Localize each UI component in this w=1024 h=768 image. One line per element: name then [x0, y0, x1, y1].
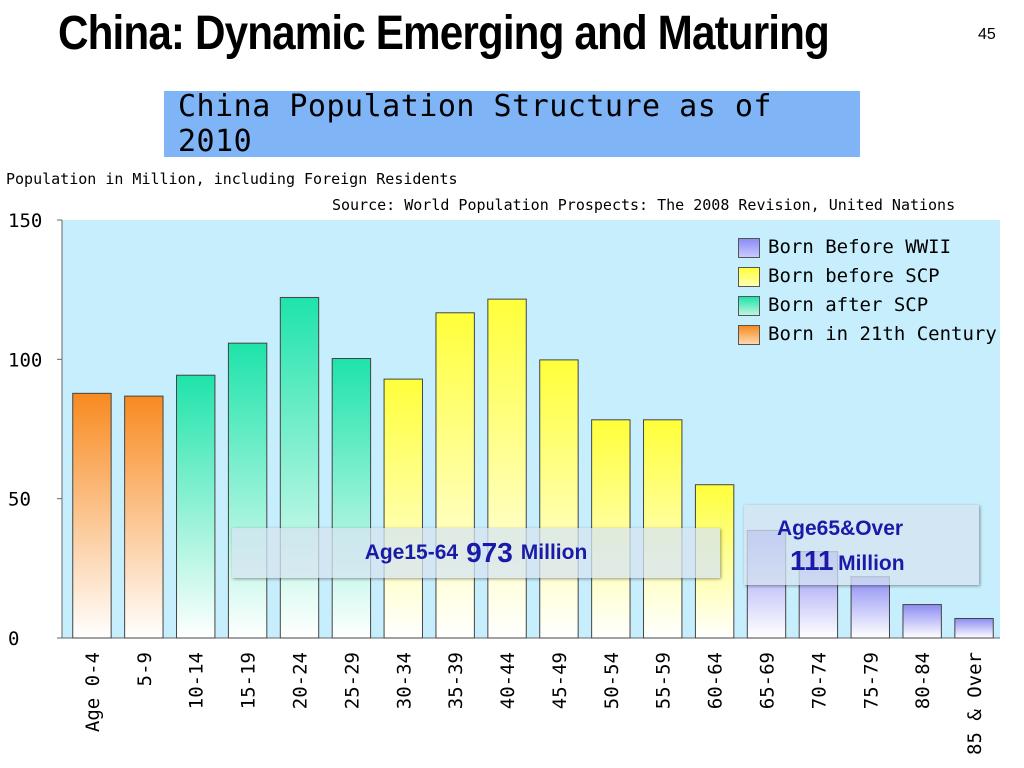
y-tick-label: 100 [8, 349, 42, 371]
legend-label-21th-century: Born in 21th Century [768, 323, 997, 345]
x-tick-label: 70-74 [808, 652, 830, 709]
annotation-working-unit: Million [520, 541, 588, 564]
x-tick-label: 60-64 [705, 652, 727, 709]
annotation-elderly-unit: Million [838, 552, 905, 575]
bar-40-44 [487, 298, 527, 639]
slide-title: China: Dynamic Emerging and Maturing [58, 7, 830, 60]
annotation-elderly-value: 111 [790, 545, 834, 576]
bar-10-14 [176, 374, 216, 639]
x-tick-label: 75-79 [860, 652, 882, 709]
x-tick-label: 55-59 [653, 652, 675, 709]
x-tick-label: 15-19 [238, 652, 260, 709]
x-tick-label: 40-44 [497, 652, 519, 709]
annotation-working-label: Age15-64 [364, 541, 459, 564]
annotation-elderly-amount: 111 Million [790, 545, 905, 577]
bar-5-9 [124, 395, 164, 639]
y-axis-unit-label: Population in Million, including Foreign… [6, 170, 458, 188]
bar-85-over [954, 617, 994, 639]
x-tick-label: 50-54 [601, 652, 623, 709]
bar-30-34 [383, 378, 423, 639]
y-tick-label: 50 [8, 489, 31, 511]
source-note: Source: World Population Prospects: The … [332, 196, 956, 214]
bar-25-29 [331, 357, 372, 639]
legend-swatch-before-wwii [738, 238, 760, 258]
bar-45-49 [539, 359, 579, 639]
bar-80-84 [902, 604, 942, 639]
annotation-working-value: 973 [466, 537, 513, 568]
x-tick-label: 85 & Over [964, 652, 986, 755]
annotation-elderly-label: Age65&Over [777, 517, 904, 540]
annotation-working-age: Age15-64 973 Million [232, 528, 720, 578]
legend-swatch-after-scp [738, 296, 760, 316]
x-tick-label: 65-69 [757, 652, 779, 709]
x-tick-label: 80-84 [912, 652, 934, 709]
chart-title-box: China Population Structure as of 2010 [164, 89, 860, 159]
annotation-elderly: Age65&Over 111 Million [744, 505, 979, 585]
bar-35-39 [435, 312, 475, 639]
legend-label-before-wwii: Born Before WWII [768, 236, 952, 258]
y-tick-label: 0 [8, 628, 19, 650]
x-tick-label: Age 0-4 [82, 652, 104, 732]
bar-15-19 [227, 342, 268, 639]
x-tick-label: 35-39 [445, 652, 467, 709]
bar-age-0-4 [72, 392, 112, 639]
legend-swatch-before-scp [738, 267, 760, 287]
legend-label-before-scp: Born before SCP [768, 265, 940, 287]
bar-20-24 [279, 296, 320, 639]
legend-label-after-scp: Born after SCP [768, 294, 929, 316]
x-tick-label: 25-29 [341, 652, 363, 709]
x-tick-label: 45-49 [549, 652, 571, 709]
x-tick-label: 20-24 [290, 652, 312, 709]
x-tick-label: 30-34 [393, 652, 415, 709]
x-tick-label: 10-14 [186, 652, 208, 709]
y-tick-label: 150 [8, 210, 42, 232]
chart-title: China Population Structure as of 2010 [178, 89, 772, 159]
legend-swatch-21th-century [738, 325, 760, 345]
slide-number: 45 [978, 26, 996, 43]
x-tick-label: 5-9 [134, 652, 156, 686]
bar-75-79 [850, 576, 890, 639]
